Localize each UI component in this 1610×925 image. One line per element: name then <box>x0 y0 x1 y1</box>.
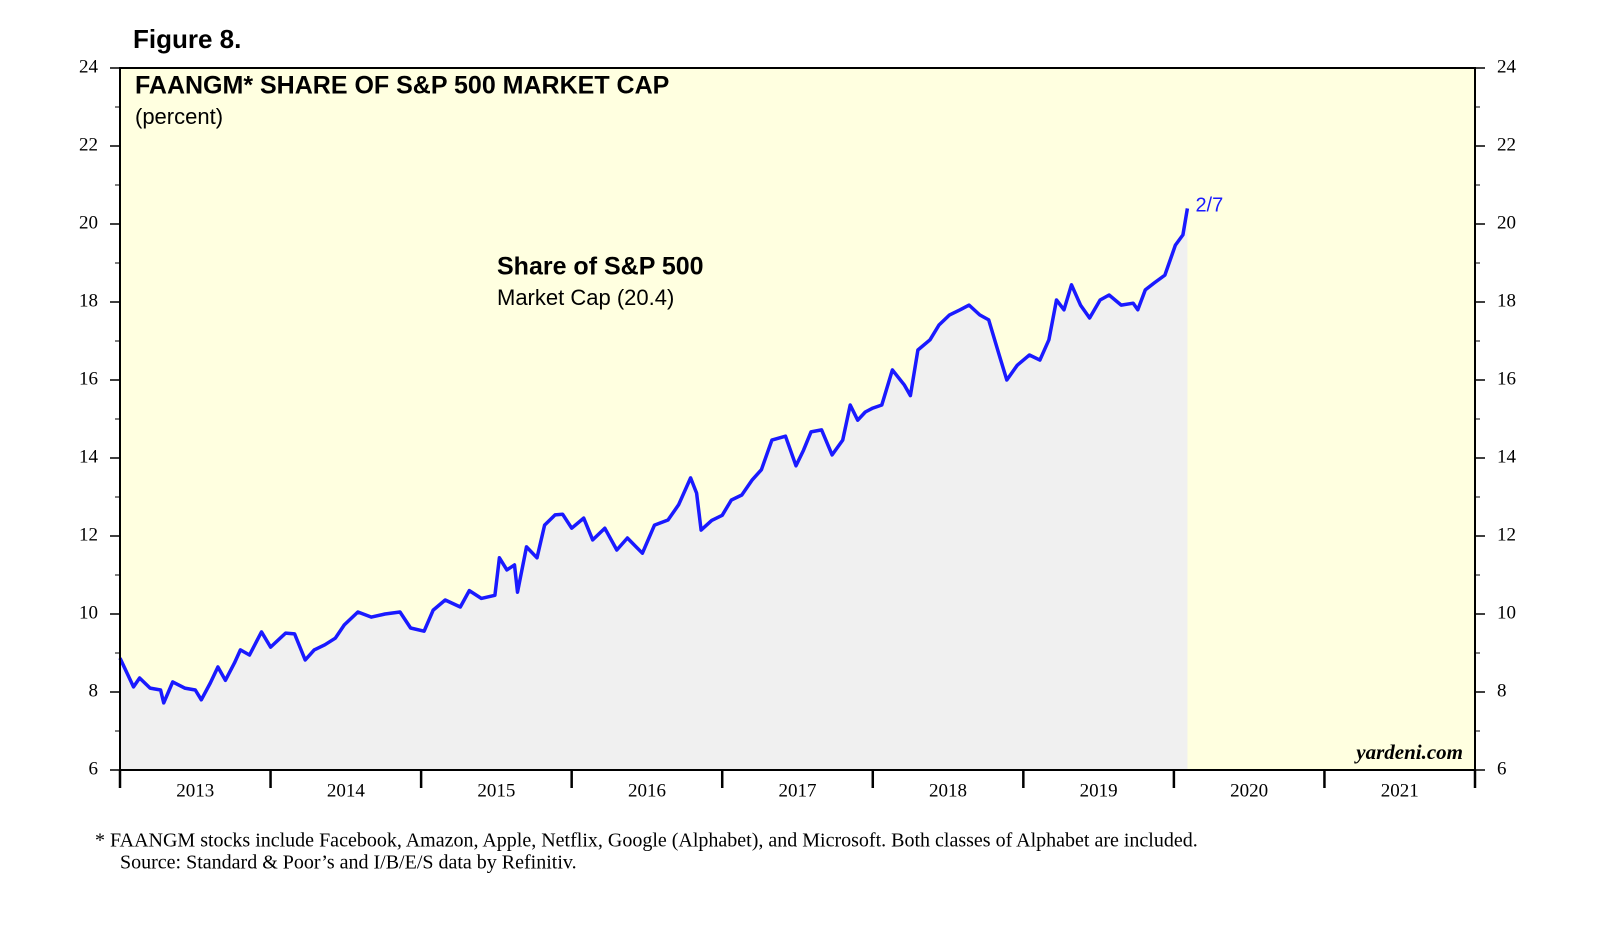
y-tick-label: 16 <box>79 368 98 389</box>
y-tick-label: 10 <box>79 602 98 623</box>
annotation-text: Market Cap (20.4) <box>497 285 674 310</box>
x-tick-label: 2020 <box>1230 780 1268 801</box>
footnote: * FAANGM stocks include Facebook, Amazon… <box>95 830 1198 852</box>
x-tick-label: 2021 <box>1381 780 1419 801</box>
x-tick-label: 2018 <box>929 780 967 801</box>
x-tick-label: 2017 <box>779 780 817 801</box>
line <box>118 208 1190 705</box>
x-tick-label: 2015 <box>477 780 515 801</box>
source: Source: Standard & Poor’s and I/B/E/S da… <box>120 852 577 874</box>
y2-tick-label: 6 <box>1497 758 1507 779</box>
y2-tick-label: 8 <box>1497 680 1507 701</box>
y2-tick-label: 16 <box>1497 368 1516 389</box>
end-label: 2/7 <box>1195 195 1223 217</box>
y-tick-label: 20 <box>79 212 98 233</box>
y-tick-label: 8 <box>89 680 99 701</box>
y2-tick-label: 12 <box>1497 524 1516 545</box>
annotation-title: Share of S&P 500 <box>497 253 704 281</box>
chart-title: FAANGM* SHARE OF S&P 500 MARKET CAP <box>135 72 669 100</box>
watermark: yardeni.com <box>1353 740 1463 764</box>
x-tick-label: 2013 <box>176 780 214 801</box>
x-tick-label: 2016 <box>628 780 666 801</box>
x-tick-label: 2014 <box>327 780 366 801</box>
y2-tick-label: 18 <box>1497 290 1516 311</box>
y-tick-label: 24 <box>79 56 99 77</box>
chart-subtitle: (percent) <box>135 104 223 129</box>
y-tick-label: 6 <box>89 758 99 779</box>
y2-tick-label: 22 <box>1497 134 1516 155</box>
y-tick-label: 22 <box>79 134 98 155</box>
figure-label: Figure 8. <box>133 24 241 54</box>
y2-tick-label: 24 <box>1497 56 1517 77</box>
y-tick-label: 18 <box>79 290 98 311</box>
y-tick-label: 12 <box>79 524 98 545</box>
plot-layer <box>118 208 1190 770</box>
y2-tick-label: 14 <box>1497 446 1517 467</box>
y-tick-label: 14 <box>79 446 99 467</box>
y2-tick-label: 20 <box>1497 212 1516 233</box>
y2-tick-label: 10 <box>1497 602 1516 623</box>
x-tick-label: 2019 <box>1080 780 1118 801</box>
